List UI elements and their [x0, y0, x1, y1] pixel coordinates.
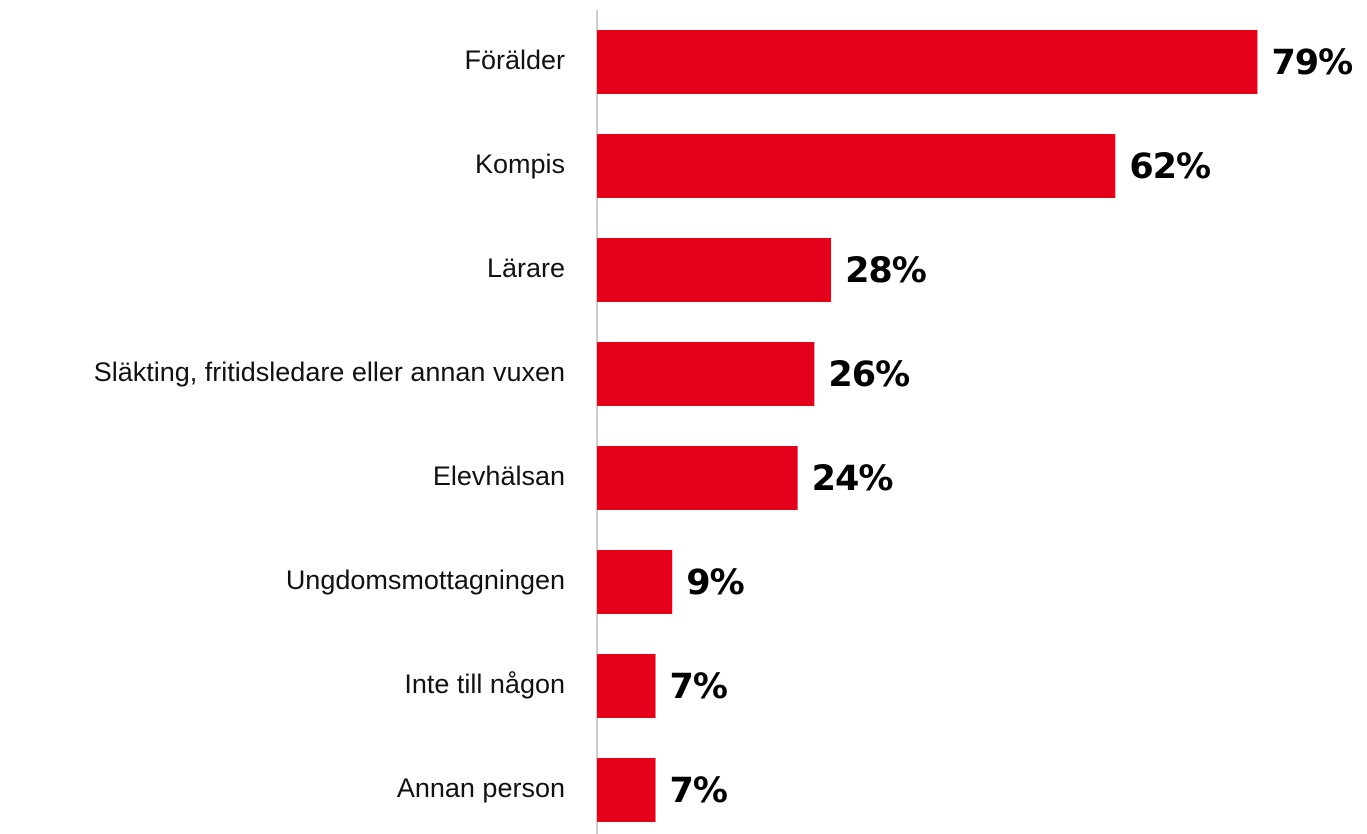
value-label: 7%	[670, 771, 727, 811]
value-label: 28%	[845, 251, 926, 291]
category-label: Kompis	[475, 149, 565, 179]
bar	[597, 446, 798, 510]
value-label: 7%	[670, 667, 727, 707]
value-label: 24%	[812, 459, 893, 499]
bar	[597, 238, 832, 302]
value-label: 26%	[828, 355, 909, 395]
bar	[597, 342, 815, 406]
bar	[597, 654, 656, 718]
category-label: Annan person	[397, 773, 565, 803]
category-label: Förälder	[464, 45, 565, 75]
category-label: Släkting, fritidsledare eller annan vuxe…	[94, 357, 565, 387]
bar	[597, 134, 1116, 198]
category-label: Lärare	[487, 253, 565, 283]
bar	[597, 550, 673, 614]
bar	[597, 30, 1258, 94]
value-label: 79%	[1271, 43, 1352, 83]
value-label: 62%	[1129, 147, 1210, 187]
value-label: 9%	[686, 563, 743, 603]
bar	[597, 758, 656, 822]
category-label: Elevhälsan	[433, 461, 565, 491]
category-label: Inte till någon	[404, 669, 565, 699]
category-label: Ungdomsmottagningen	[286, 565, 565, 595]
